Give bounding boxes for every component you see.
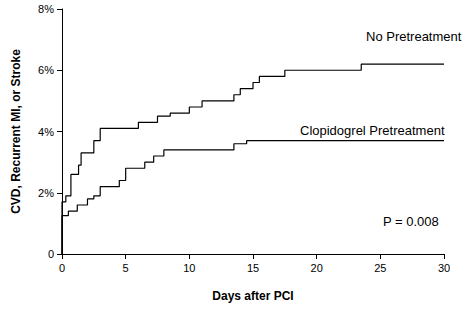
svg-text:4%: 4% (38, 126, 54, 138)
svg-text:Days after PCI: Days after PCI (212, 289, 293, 303)
svg-text:10: 10 (183, 262, 195, 274)
svg-text:15: 15 (247, 262, 259, 274)
svg-text:30: 30 (438, 262, 450, 274)
svg-text:No Pretreatment: No Pretreatment (366, 29, 462, 44)
svg-text:25: 25 (374, 262, 386, 274)
svg-text:0: 0 (59, 262, 65, 274)
svg-text:P = 0.008: P = 0.008 (383, 214, 439, 229)
svg-text:20: 20 (311, 262, 323, 274)
svg-text:CVD, Recurrent MI, or Stroke: CVD, Recurrent MI, or Stroke (9, 49, 23, 214)
svg-text:0: 0 (48, 248, 54, 260)
svg-text:2%: 2% (38, 187, 54, 199)
svg-text:Clopidogrel Pretreatment: Clopidogrel Pretreatment (300, 123, 445, 138)
svg-text:5: 5 (123, 262, 129, 274)
svg-text:8%: 8% (38, 3, 54, 15)
svg-text:6%: 6% (38, 64, 54, 76)
